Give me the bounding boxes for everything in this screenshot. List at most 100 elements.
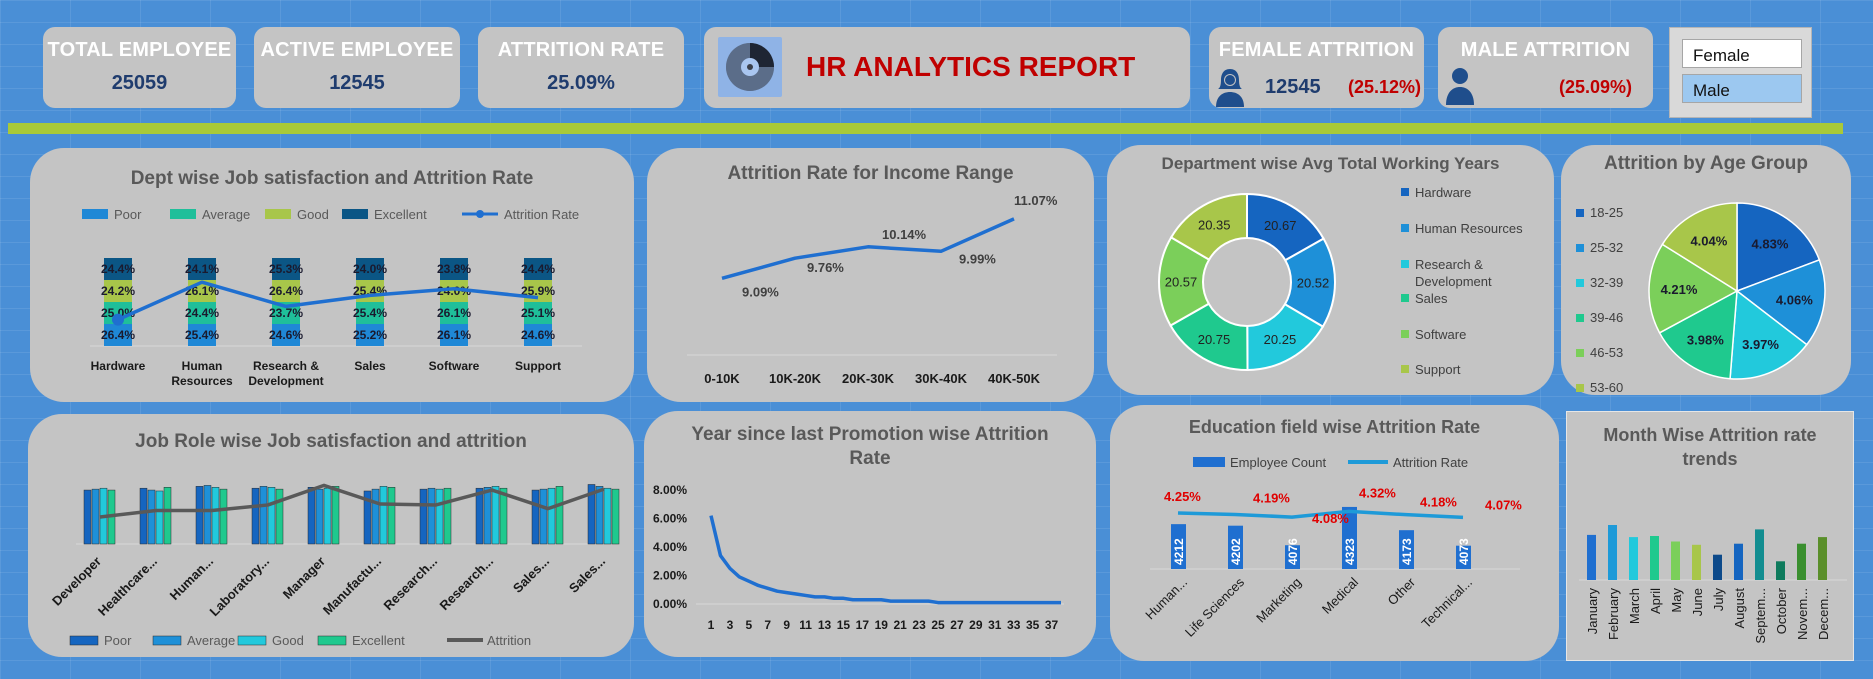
x-tick-label: February xyxy=(1606,588,1621,641)
x-tick-label: July xyxy=(1711,588,1726,612)
data-label: 24.4% xyxy=(521,262,555,276)
legend-marker xyxy=(1576,349,1584,357)
bar xyxy=(91,488,100,545)
bar xyxy=(251,487,260,545)
legend-label: Good xyxy=(297,207,329,222)
attrition-point xyxy=(112,313,124,326)
month-trend-card: Month Wise Attrition rate trends January… xyxy=(1566,411,1854,661)
legend-label: Hardware xyxy=(1415,185,1471,200)
data-label: 25.1% xyxy=(521,306,555,320)
bar xyxy=(419,488,428,545)
slicer-option-female[interactable]: Female xyxy=(1682,39,1802,68)
x-tick-label: 11 xyxy=(799,618,812,632)
legend-label: Development xyxy=(1415,274,1492,289)
x-tick-label: May xyxy=(1669,588,1684,613)
bar xyxy=(147,489,156,545)
bar xyxy=(1650,536,1659,580)
chart-title: Job Role wise Job satisfaction and attri… xyxy=(135,431,527,452)
data-label: 24.1% xyxy=(185,262,219,276)
donut-slice xyxy=(1169,192,1248,262)
chart-title: Year since last Promotion wise Attrition… xyxy=(644,423,1096,471)
x-tick-label: 33 xyxy=(1007,618,1021,632)
data-label: 4076 xyxy=(1286,538,1300,565)
bar xyxy=(555,486,564,545)
y-tick-label: 6.00% xyxy=(653,512,687,526)
bar-segment xyxy=(524,258,552,280)
bar xyxy=(435,488,444,545)
bar-segment xyxy=(272,258,300,280)
x-tick-label: Hardware xyxy=(91,359,146,373)
data-label: 4.07% xyxy=(1485,497,1522,512)
data-label: 9.09% xyxy=(742,284,779,299)
data-label: 20.52 xyxy=(1297,276,1330,291)
bar xyxy=(1671,541,1680,580)
data-label: 20.57 xyxy=(1165,275,1198,290)
attrition-line xyxy=(709,515,1061,605)
y-tick-label: 8.00% xyxy=(653,483,687,497)
data-label: 4.08% xyxy=(1312,511,1349,526)
report-logo-icon xyxy=(718,37,782,97)
chart-title: Department wise Avg Total Working Years xyxy=(1161,154,1500,173)
bar xyxy=(195,486,204,545)
kpi-value: 12545 xyxy=(1265,76,1321,98)
bar-segment xyxy=(104,280,132,302)
legend-marker xyxy=(1401,294,1409,302)
bar xyxy=(211,487,220,545)
legend-label: 25-32 xyxy=(1590,240,1623,255)
x-tick-label: 7 xyxy=(764,618,771,632)
bar xyxy=(1342,506,1357,569)
legend-label: 32-39 xyxy=(1590,275,1623,290)
bar xyxy=(491,486,500,545)
bar xyxy=(475,487,484,545)
bar-segment xyxy=(188,258,216,280)
slicer-option-male[interactable]: Male xyxy=(1682,74,1802,103)
x-tick-label: 25 xyxy=(931,618,945,632)
y-tick-label: 4.00% xyxy=(653,540,687,554)
bar xyxy=(427,487,436,545)
bar xyxy=(387,487,396,545)
legend-marker xyxy=(1576,244,1584,252)
bar xyxy=(547,487,556,545)
pie-slice xyxy=(1648,243,1739,334)
x-tick-label: April xyxy=(1648,588,1663,614)
x-tick-label: Human... xyxy=(1142,575,1190,623)
legend-label: Research & xyxy=(1415,257,1483,272)
bar xyxy=(1399,530,1414,569)
data-label: 20.67 xyxy=(1264,218,1297,233)
x-tick-label: 9 xyxy=(783,618,790,632)
kpi-active-employee: ACTIVE EMPLOYEE 12545 xyxy=(254,27,460,108)
kpi-label: TOTAL EMPLOYEE xyxy=(47,39,232,61)
x-tick-label: Medical xyxy=(1319,574,1361,616)
promotion-years-card: Year since last Promotion wise Attrition… xyxy=(644,411,1096,657)
legend-label: Good xyxy=(272,633,304,648)
bar-segment xyxy=(440,280,468,302)
legend-marker xyxy=(342,209,368,219)
x-tick-label: Sales xyxy=(354,359,386,373)
attrition-line xyxy=(721,217,1015,280)
kpi-rate: (25.09%) xyxy=(1559,77,1633,97)
bar xyxy=(315,488,324,545)
kpi-total-employee: TOTAL EMPLOYEE 25059 xyxy=(43,27,236,108)
legend-label: Average xyxy=(202,207,250,222)
bar xyxy=(83,489,92,545)
legend-label: Sales xyxy=(1415,291,1448,306)
legend-marker xyxy=(1576,314,1584,322)
bar xyxy=(275,488,284,545)
x-tick-label: 19 xyxy=(875,618,889,632)
legend-label: Attrition Rate xyxy=(504,207,579,222)
dept-working-years-card: Department wise Avg Total Working Years … xyxy=(1107,145,1554,395)
bar xyxy=(483,487,492,545)
legend-label: Software xyxy=(1415,327,1466,342)
data-label: 9.99% xyxy=(959,251,996,266)
legend-marker xyxy=(1401,188,1409,196)
kpi-label: ACTIVE EMPLOYEE xyxy=(260,39,454,61)
data-label: 26.4% xyxy=(101,328,135,342)
report-title: HR ANALYTICS REPORT xyxy=(806,51,1136,82)
legend-label: 39-46 xyxy=(1590,310,1623,325)
y-tick-label: 0.00% xyxy=(653,597,687,611)
x-tick-label: 3 xyxy=(727,618,734,632)
data-label: 25.4% xyxy=(353,306,387,320)
month-trend-chart: January February March April May June July Augu… xyxy=(1579,525,1847,644)
x-tick-label: 40K-50K xyxy=(988,371,1041,386)
data-label: 4.19% xyxy=(1253,490,1290,505)
